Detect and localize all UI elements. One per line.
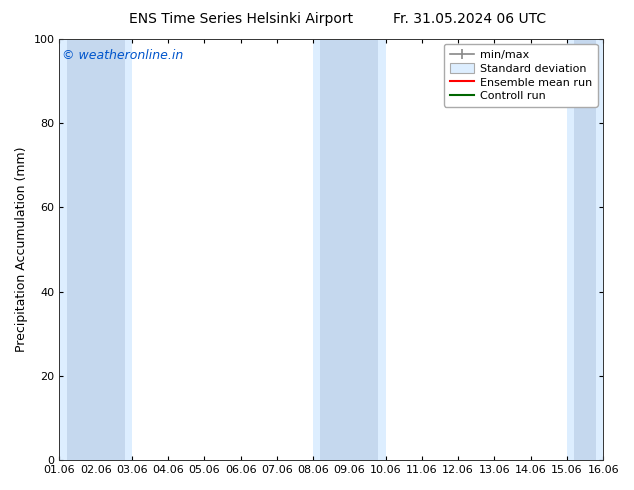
Legend: min/max, Standard deviation, Ensemble mean run, Controll run: min/max, Standard deviation, Ensemble me… [444,44,598,107]
Text: ENS Time Series Helsinki Airport: ENS Time Series Helsinki Airport [129,12,353,26]
Bar [567,39,603,460]
Text: Fr. 31.05.2024 06 UTC: Fr. 31.05.2024 06 UTC [392,12,546,26]
Y-axis label: Precipitation Accumulation (mm): Precipitation Accumulation (mm) [15,147,28,352]
Bar [320,39,378,460]
Text: © weatheronline.in: © weatheronline.in [62,49,183,62]
Bar [574,39,596,460]
Bar [313,39,385,460]
Bar [67,39,125,460]
Bar [60,39,132,460]
